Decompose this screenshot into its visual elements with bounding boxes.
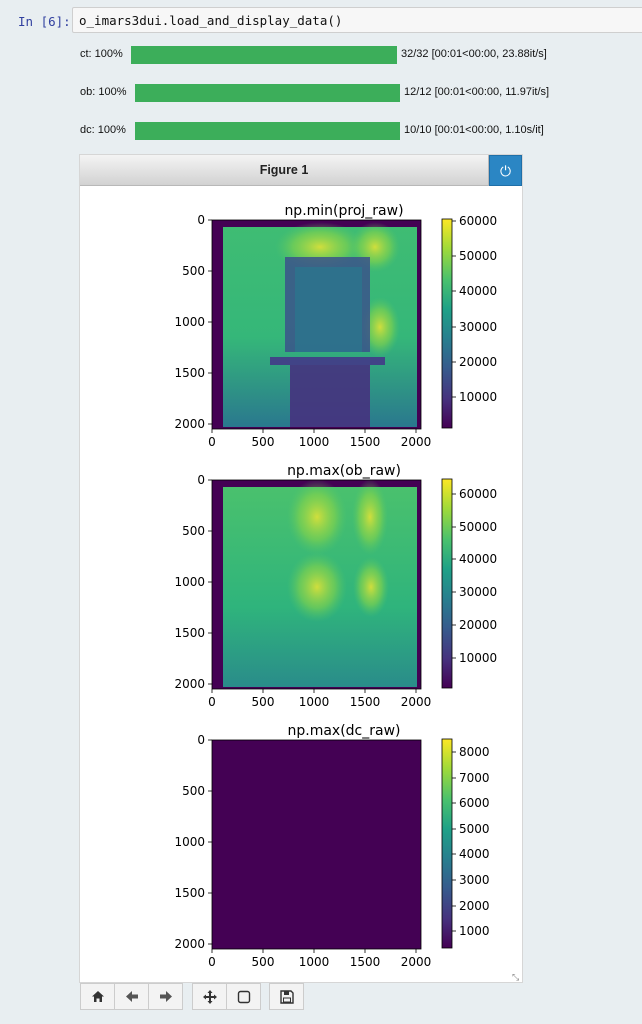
zoom-rect-button[interactable] (226, 983, 261, 1010)
ytick: 2000 (174, 677, 205, 691)
colorbar-tick: 4000 (459, 847, 490, 861)
progress-fill (135, 122, 400, 140)
figure-title: Figure 1 (80, 155, 489, 186)
colorbar-tick: 20000 (459, 618, 497, 632)
progress-status: 10/10 [00:01<00:00, 1.10s/it] (404, 124, 544, 136)
zoom-rect-icon (237, 990, 250, 1003)
progress-label: ob: 100% (80, 86, 127, 98)
progress-label: ct: 100% (80, 48, 123, 60)
colorbar-tick: 5000 (459, 822, 490, 836)
close-figure-button[interactable]: ⏻ (489, 155, 522, 186)
xtick: 0 (208, 695, 216, 709)
progress-bar (131, 46, 397, 64)
ytick: 0 (197, 733, 205, 747)
colorbar-tick: 10000 (459, 390, 497, 404)
ytick: 500 (182, 264, 205, 278)
colorbar-tick: 20000 (459, 355, 497, 369)
xtick: 1500 (350, 695, 381, 709)
panel-dc-raw: np.max(dc_raw) 0 500 1000 1500 2000 0 50… (174, 723, 489, 969)
xtick: 1500 (350, 435, 381, 449)
image-proj-raw (212, 220, 421, 429)
forward-button[interactable] (148, 983, 183, 1010)
image-dc-raw (212, 740, 421, 949)
xtick: 2000 (401, 435, 432, 449)
xtick: 500 (252, 695, 275, 709)
xtick: 500 (252, 435, 275, 449)
colorbar-tick: 40000 (459, 552, 497, 566)
colorbar (441, 218, 453, 429)
colorbar-tick: 30000 (459, 585, 497, 599)
colorbar-tick: 1000 (459, 924, 490, 938)
xtick: 2000 (401, 955, 432, 969)
ytick: 2000 (174, 937, 205, 951)
colorbar (441, 478, 453, 689)
ytick: 500 (182, 784, 205, 798)
colorbar-tick: 30000 (459, 320, 497, 334)
ytick: 1500 (174, 626, 205, 640)
colorbar-tick: 60000 (459, 487, 497, 501)
xtick: 0 (208, 955, 216, 969)
progress-label: dc: 100% (80, 124, 126, 136)
xtick: 0 (208, 435, 216, 449)
home-icon (91, 991, 104, 1002)
home-button[interactable] (80, 983, 115, 1010)
xtick: 500 (252, 955, 275, 969)
forward-arrow-icon (159, 991, 172, 1002)
save-button[interactable] (269, 983, 304, 1010)
colorbar-tick: 10000 (459, 651, 497, 665)
ytick: 500 (182, 524, 205, 538)
progress-fill (131, 46, 397, 64)
progress-fill (135, 84, 400, 102)
back-button[interactable] (114, 983, 149, 1010)
ytick: 1000 (174, 575, 205, 589)
colorbar-tick: 3000 (459, 873, 490, 887)
cell-prompt: In [6]: (18, 14, 71, 29)
colorbar-tick: 8000 (459, 745, 490, 759)
progress-status: 12/12 [00:01<00:00, 11.97it/s] (404, 86, 550, 98)
colorbar-tick: 2000 (459, 899, 490, 913)
ytick: 1000 (174, 835, 205, 849)
power-icon: ⏻ (499, 163, 512, 179)
pan-move-icon (202, 989, 217, 1004)
axes-title: np.min(proj_raw) (284, 203, 403, 219)
colorbar-tick: 6000 (459, 796, 490, 810)
image-ob-raw (212, 479, 421, 689)
pan-button[interactable] (192, 983, 227, 1010)
colorbar-tick: 7000 (459, 771, 490, 785)
back-arrow-icon (125, 991, 138, 1002)
axes-title: np.max(dc_raw) (287, 723, 400, 739)
ytick: 1500 (174, 886, 205, 900)
ytick: 2000 (174, 417, 205, 431)
ytick: 0 (197, 213, 205, 227)
ytick: 1000 (174, 315, 205, 329)
xtick: 1000 (299, 695, 330, 709)
figure-widget: Figure 1 ⏻ (79, 154, 523, 983)
colorbar-tick: 50000 (459, 520, 497, 534)
progress-bar (135, 122, 400, 140)
panel-ob-raw: np.max(ob_raw) 0 500 1000 (174, 463, 497, 709)
colorbar-tick: 60000 (459, 214, 497, 228)
colorbar-tick: 40000 (459, 284, 497, 298)
progress-status: 32/32 [00:01<00:00, 23.88it/s] (401, 48, 547, 60)
code-input[interactable]: o_imars3dui.load_and_display_data() (72, 7, 642, 33)
save-disk-icon (279, 989, 294, 1004)
progress-bar (135, 84, 400, 102)
xtick: 1500 (350, 955, 381, 969)
ytick: 0 (197, 473, 205, 487)
colorbar-tick: 50000 (459, 249, 497, 263)
xtick: 2000 (401, 695, 432, 709)
xtick: 1000 (299, 435, 330, 449)
colorbar (441, 738, 453, 949)
panel-proj-raw: np.min(proj_raw) (174, 203, 497, 449)
ytick: 1500 (174, 366, 205, 380)
axes-title: np.max(ob_raw) (287, 463, 401, 479)
resize-grip-icon[interactable]: ⤡ (512, 972, 520, 982)
figure-canvas[interactable]: np.min(proj_raw) (80, 187, 522, 982)
xtick: 1000 (299, 955, 330, 969)
